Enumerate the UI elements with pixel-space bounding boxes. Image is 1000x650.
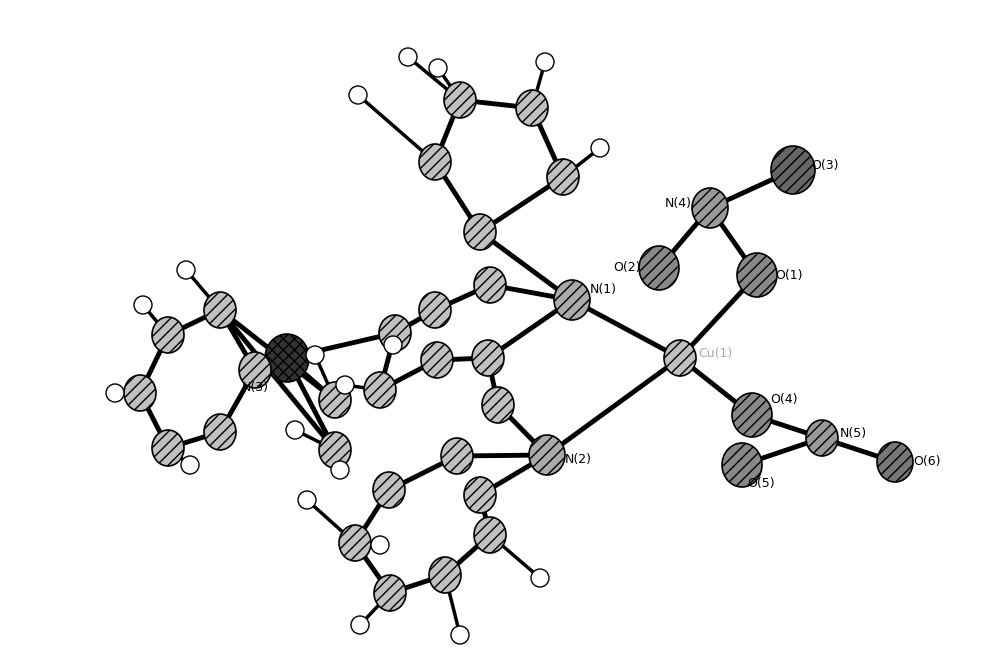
Circle shape <box>286 421 304 439</box>
Circle shape <box>384 336 402 354</box>
Ellipse shape <box>319 432 351 468</box>
Ellipse shape <box>516 90 548 126</box>
Ellipse shape <box>737 253 777 297</box>
Text: N(1): N(1) <box>590 283 617 296</box>
Circle shape <box>177 261 195 279</box>
Circle shape <box>531 569 549 587</box>
Ellipse shape <box>419 144 451 180</box>
Circle shape <box>134 296 152 314</box>
Text: N(5): N(5) <box>840 426 867 439</box>
Ellipse shape <box>339 525 371 561</box>
Circle shape <box>181 456 199 474</box>
Circle shape <box>591 139 609 157</box>
Ellipse shape <box>692 188 728 228</box>
Text: O(3): O(3) <box>811 159 838 172</box>
Circle shape <box>371 536 389 554</box>
Ellipse shape <box>374 575 406 611</box>
Circle shape <box>536 53 554 71</box>
Ellipse shape <box>152 430 184 466</box>
Ellipse shape <box>204 292 236 328</box>
Ellipse shape <box>421 342 453 378</box>
Text: Cu(1): Cu(1) <box>698 346 732 359</box>
Ellipse shape <box>429 557 461 593</box>
Ellipse shape <box>441 438 473 474</box>
Ellipse shape <box>152 317 184 353</box>
Ellipse shape <box>482 387 514 423</box>
Text: O(5): O(5) <box>747 476 775 489</box>
Circle shape <box>336 376 354 394</box>
Text: O(6): O(6) <box>913 456 940 469</box>
Ellipse shape <box>444 82 476 118</box>
Circle shape <box>399 48 417 66</box>
Ellipse shape <box>547 159 579 195</box>
Ellipse shape <box>472 340 504 376</box>
Circle shape <box>106 384 124 402</box>
Ellipse shape <box>464 477 496 513</box>
Ellipse shape <box>379 315 411 351</box>
Text: O(1): O(1) <box>775 268 802 281</box>
Ellipse shape <box>124 375 156 411</box>
Text: N(4): N(4) <box>665 196 692 209</box>
Ellipse shape <box>373 472 405 508</box>
Ellipse shape <box>554 280 590 320</box>
Circle shape <box>331 461 349 479</box>
Ellipse shape <box>732 393 772 437</box>
Text: O(2): O(2) <box>614 261 641 274</box>
Text: N(2): N(2) <box>565 454 592 467</box>
Circle shape <box>306 346 324 364</box>
Ellipse shape <box>319 382 351 418</box>
Circle shape <box>429 59 447 77</box>
Ellipse shape <box>529 435 565 475</box>
Ellipse shape <box>419 292 451 328</box>
Ellipse shape <box>806 420 838 456</box>
Circle shape <box>298 491 316 509</box>
Ellipse shape <box>474 267 506 303</box>
Ellipse shape <box>204 414 236 450</box>
Ellipse shape <box>639 246 679 290</box>
Ellipse shape <box>239 352 271 388</box>
Circle shape <box>351 616 369 634</box>
Ellipse shape <box>474 517 506 553</box>
Ellipse shape <box>664 340 696 376</box>
Text: O(4): O(4) <box>770 393 798 406</box>
Text: N(3): N(3) <box>242 382 269 395</box>
Ellipse shape <box>722 443 762 487</box>
Ellipse shape <box>265 334 309 382</box>
Ellipse shape <box>771 146 815 194</box>
Ellipse shape <box>364 372 396 408</box>
Ellipse shape <box>877 442 913 482</box>
Circle shape <box>349 86 367 104</box>
Circle shape <box>451 626 469 644</box>
Ellipse shape <box>464 214 496 250</box>
